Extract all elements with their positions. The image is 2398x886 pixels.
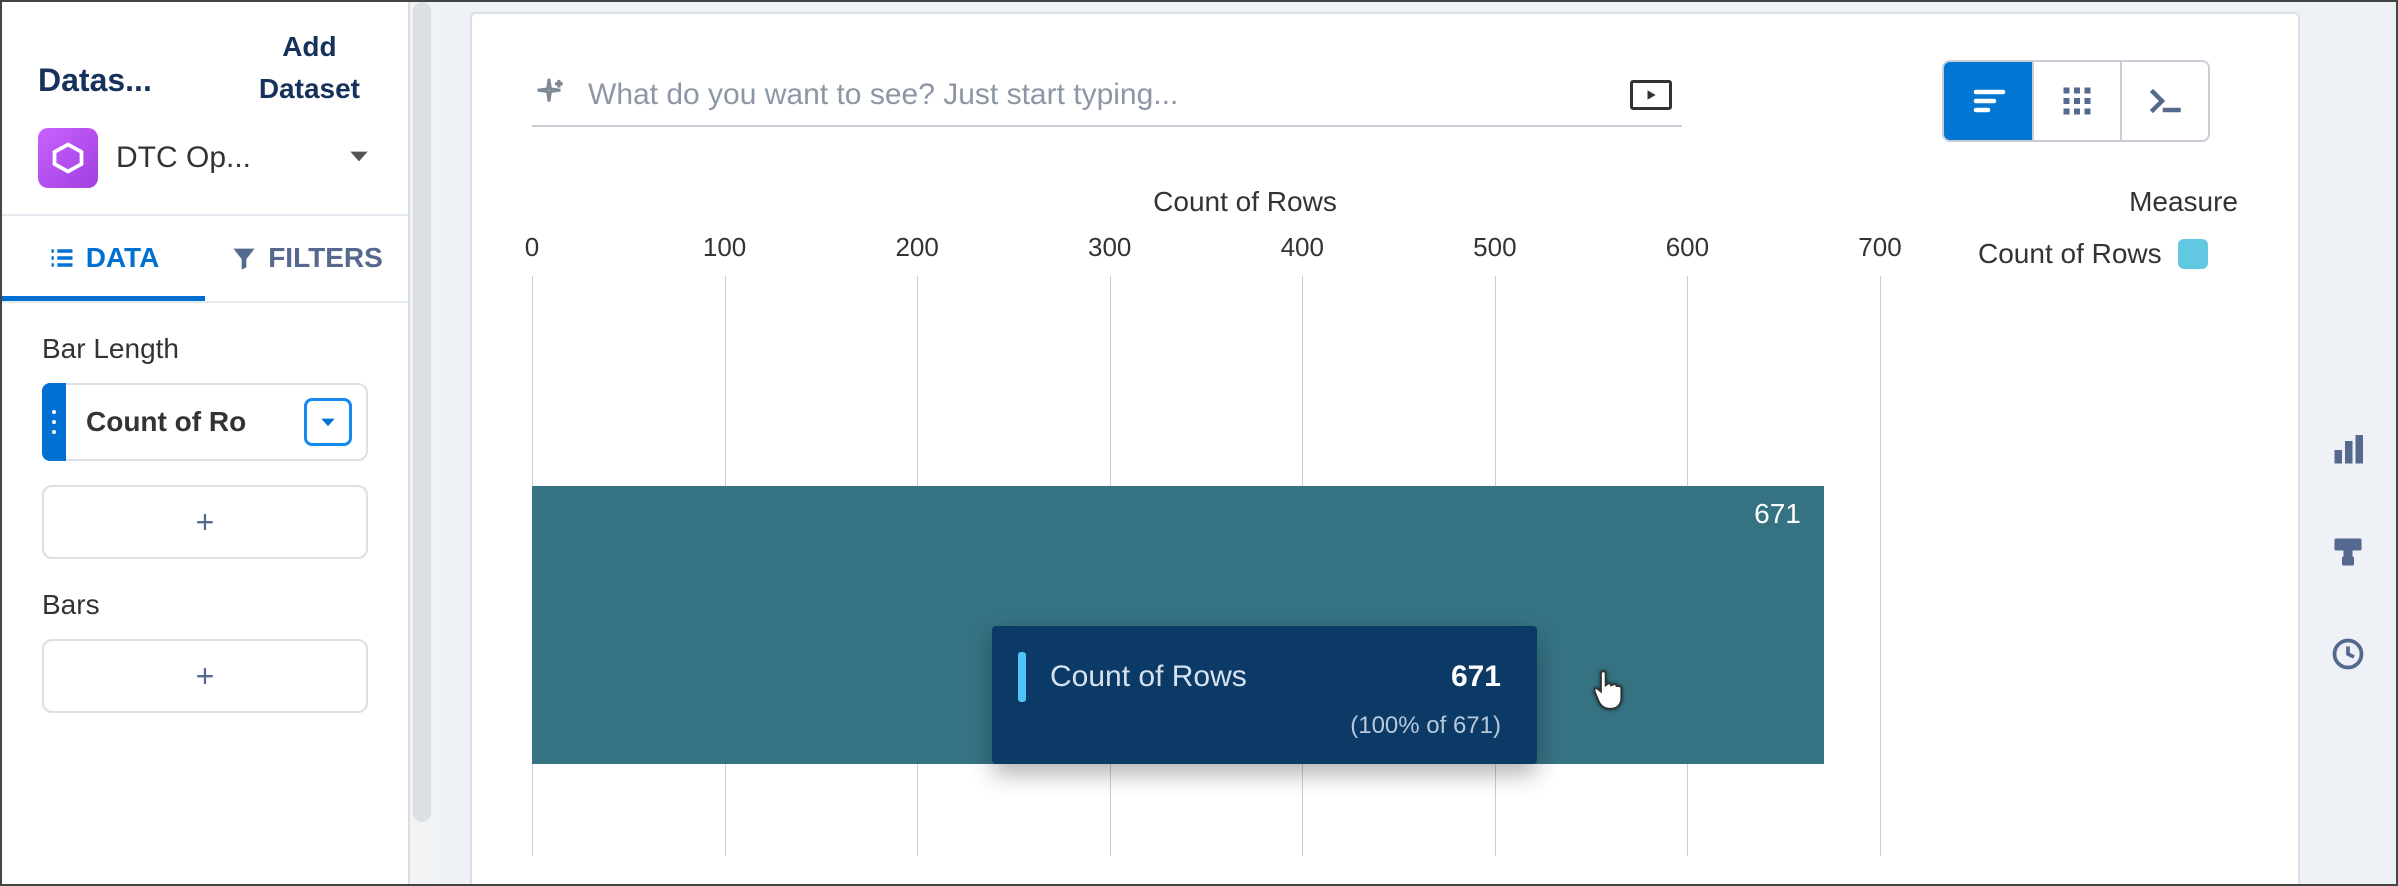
format-button[interactable] [2330,534,2366,570]
gridline [1880,276,1881,856]
tooltip-label: Count of Rows [1050,660,1427,694]
mode-chart-button[interactable] [1944,62,2032,140]
bar-length-pill[interactable]: Count of Ro [2,383,408,461]
x-axis: 0100200300400500600700 [532,232,1958,272]
tab-data[interactable]: DATA [2,216,205,301]
mode-table-button[interactable] [2032,62,2120,140]
chart-type-button[interactable] [2330,432,2366,468]
sidebar: Datas... Add Dataset DTC Op... [2,2,410,884]
axis-tick: 400 [1281,232,1324,263]
chart-plot: 671 Count of Rows 671 (100% of 671) [532,276,1958,856]
tooltip-accent [1018,652,1026,702]
tab-filters[interactable]: FILTERS [205,216,408,301]
history-button[interactable] [2330,636,2366,672]
chart-tooltip: Count of Rows 671 (100% of 671) [992,626,1537,764]
dataset-icon [38,128,98,188]
tooltip-subtext: (100% of 671) [1018,712,1501,740]
legend-item[interactable]: Count of Rows [1978,238,2238,270]
datasets-heading: Datas... [38,62,152,99]
view-mode-toggle [1942,60,2210,142]
chart-area: Count of Rows 0100200300400500600700 671… [532,186,1958,856]
main-area: Count of Rows 0 100 200 300 400 500 600 700 671… [434,2,2396,884]
mode-query-button[interactable] [2120,62,2208,140]
chart-canvas: Count of Rows 0 100 200 300 400 500 600 700 671… [470,12,2300,884]
legend-title: Measure [1978,186,2238,218]
query-search[interactable] [532,76,1682,127]
tooltip-value: 671 [1451,660,1501,694]
legend-swatch [2178,239,2208,269]
dataset-name: DTC Op... [116,141,328,175]
cursor-hand-icon [1588,668,1628,717]
plus-icon: + [196,504,215,541]
axis-tick: 0 [525,232,539,263]
run-query-button[interactable] [1630,80,1672,110]
axis-tick: 500 [1473,232,1516,263]
chart-title: Count of Rows [532,186,1958,218]
axis-tick: 100 [703,232,746,263]
bar-length-pill-text: Count of Ro [86,406,304,438]
axis-tick: 300 [1088,232,1131,263]
scrollbar-thumb[interactable] [413,2,431,822]
sidebar-scrollbar[interactable] [410,2,434,884]
tab-filters-label: FILTERS [268,242,383,274]
drag-handle-icon[interactable] [42,383,66,461]
query-input[interactable] [588,78,1608,112]
dataset-selector[interactable]: DTC Op... [2,128,408,214]
chevron-down-icon [346,143,372,174]
add-bars-button[interactable]: + [42,639,368,713]
tab-data-label: DATA [86,242,160,274]
add-dataset-button[interactable]: Add Dataset [259,26,360,110]
chart-legend: Measure Count of Rows [1958,186,2238,856]
plus-icon: + [196,658,215,695]
sparkle-icon [532,76,566,115]
pill-dropdown-button[interactable] [304,398,352,446]
legend-item-label: Count of Rows [1978,238,2162,270]
bars-section-label: Bars [2,559,408,639]
add-bar-length-button[interactable]: + [42,485,368,559]
right-toolstrip [2310,12,2386,884]
sidebar-tabs: DATA FILTERS [2,216,408,301]
bar-length-section-label: Bar Length [2,303,408,383]
axis-tick: 600 [1666,232,1709,263]
axis-tick: 700 [1858,232,1901,263]
axis-tick: 200 [895,232,938,263]
bar-value-label: 671 [1754,498,1801,530]
